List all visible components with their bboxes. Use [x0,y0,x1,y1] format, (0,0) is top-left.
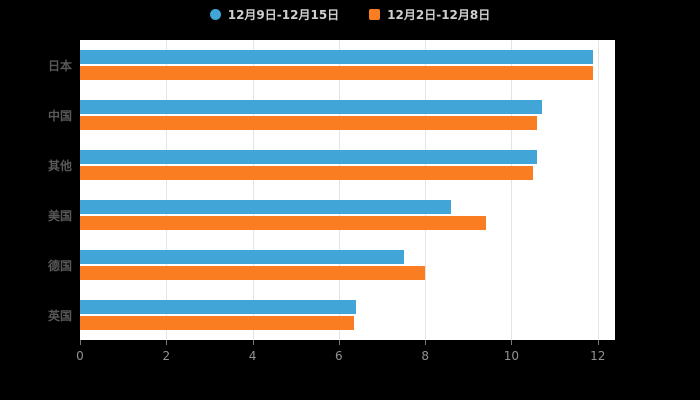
bar-12月9日-12月15日-其他 [80,150,538,164]
gridline [166,40,168,340]
gridline [597,40,599,340]
y-category-label: 德国 [47,258,72,273]
axis-tick [338,340,340,345]
chart-legend: 12月9日-12月15日 12月2日-12月8日 [0,6,700,23]
axis-tick [252,340,254,345]
bar-12月9日-12月15日-德国 [80,250,404,264]
y-category-label: 美国 [47,208,72,223]
axis-tick [80,340,81,345]
bar-12月2日-12月8日-其他 [80,166,534,180]
bar-12月9日-12月15日-美国 [80,200,452,214]
x-tick-label: 8 [421,349,429,363]
legend-label: 12月2日-12月8日 [387,8,491,22]
legend-item-1[interactable]: 12月2日-12月8日 [369,6,490,23]
legend-marker-icon [369,9,381,20]
x-tick-label: 10 [503,349,520,363]
gridline [252,40,254,340]
gridline [338,40,340,340]
axis-tick [511,340,513,345]
bar-12月2日-12月8日-德国 [80,266,426,280]
gridline [425,40,427,340]
axis-tick [425,340,427,345]
legend-marker-icon [209,9,221,20]
axis-tick [597,340,599,345]
bar-12月9日-12月15日-中国 [80,100,542,114]
x-tick-label: 4 [248,349,257,363]
plot-area [80,40,615,345]
y-category-label: 中国 [47,108,72,123]
bar-12月9日-12月15日-日本 [80,50,594,64]
x-tick-label: 2 [162,349,171,363]
bar-12月9日-12月15日-英国 [80,300,357,314]
x-tick-label: 12 [590,349,606,363]
x-tick-label: 6 [335,349,343,363]
y-category-label: 英国 [47,308,72,323]
y-category-label: 其他 [47,158,72,173]
bar-12月2日-12月8日-美国 [80,216,486,230]
y-category-label: 日本 [47,58,72,73]
legend-item-0[interactable]: 12月9日-12月15日 [209,6,340,23]
axis-tick [166,340,168,345]
gridline [511,40,513,340]
x-tick-label: 0 [76,349,84,363]
bar-12月2日-12月8日-日本 [80,66,594,80]
legend-label: 12月9日-12月15日 [227,8,340,22]
bar-12月2日-12月8日-英国 [80,316,354,330]
bar-12月2日-12月8日-中国 [80,116,538,130]
